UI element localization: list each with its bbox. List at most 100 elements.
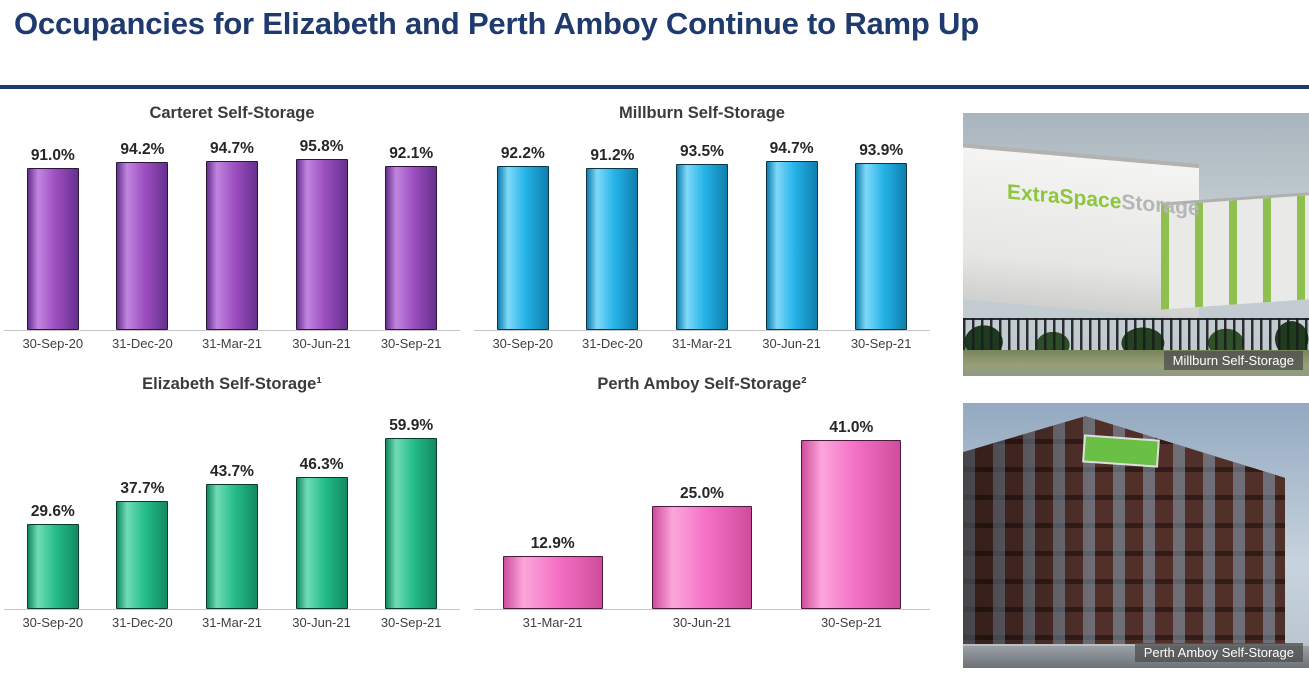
- bar-column: 95.8%: [277, 138, 367, 330]
- bar: [801, 440, 902, 609]
- bar-column: 94.2%: [98, 141, 188, 330]
- bar: [26, 524, 79, 609]
- bar-column: 93.5%: [657, 143, 747, 330]
- bar: [205, 161, 258, 330]
- bar-column: 37.7%: [98, 480, 188, 609]
- x-axis-label: 30-Sep-20: [22, 336, 84, 351]
- x-axis-label: 30-Sep-21: [380, 336, 442, 351]
- x-axis-label: 31-Mar-21: [672, 336, 732, 351]
- bar-column: 91.0%: [8, 147, 98, 330]
- bar-value-label: 25.0%: [680, 485, 724, 502]
- x-axis-label: 30-Sep-20: [492, 336, 554, 351]
- fence: [963, 318, 1309, 352]
- slide-title: Occupancies for Elizabeth and Perth Ambo…: [14, 6, 979, 41]
- bar-value-label: 94.2%: [120, 141, 165, 158]
- x-axis-label: 30-Sep-21: [820, 615, 882, 630]
- plot-area-elizabeth: 29.6% 37.7% 43.7% 46.3% 59.9%: [4, 396, 460, 610]
- x-axis-label: 30-Jun-21: [292, 336, 351, 351]
- x-axis-label: 30-Sep-20: [22, 615, 84, 630]
- bar: [586, 168, 639, 330]
- bar-value-label: 91.0%: [30, 147, 75, 164]
- bar: [385, 166, 438, 330]
- photos-column: ExtraSpaceStorage Millburn Self-Storage …: [963, 113, 1309, 668]
- title-divider: [0, 85, 1309, 89]
- bar: [295, 159, 348, 330]
- x-axis-labels-perth-amboy: 31-Mar-21 30-Jun-21 30-Sep-21: [474, 615, 930, 630]
- plot-area-millburn: 92.2% 91.2% 93.5% 94.7% 93.9%: [474, 125, 930, 331]
- bar-value-label: 43.7%: [210, 463, 254, 480]
- bar-value-label: 12.9%: [530, 535, 575, 552]
- x-axis-label: 30-Jun-21: [292, 615, 351, 630]
- x-axis-label: 30-Sep-21: [850, 336, 912, 351]
- perth-amboy-caption: Perth Amboy Self-Storage: [1134, 643, 1303, 662]
- x-axis-label: 31-Mar-21: [522, 615, 583, 630]
- bar-column: 92.1%: [366, 145, 456, 330]
- chart-title-carteret: Carteret Self-Storage: [149, 104, 315, 122]
- bar: [116, 501, 169, 609]
- bar: [502, 556, 603, 609]
- x-axis-labels-elizabeth: 30-Sep-20 31-Dec-20 31-Mar-21 30-Jun-21 30-S…: [4, 615, 460, 630]
- bar: [651, 506, 752, 609]
- x-axis-label: 31-Mar-21: [202, 615, 262, 630]
- x-axis-labels-carteret: 30-Sep-20 31-Dec-20 31-Mar-21 30-Jun-21 30-S…: [4, 336, 460, 351]
- bar: [855, 163, 908, 330]
- charts-grid: Carteret Self-Storage 91.0% 94.2% 94.7% 95.…: [4, 96, 954, 630]
- bar-value-label: 59.9%: [389, 417, 434, 434]
- x-axis-label: 31-Dec-20: [112, 615, 173, 630]
- plot-area-carteret: 91.0% 94.2% 94.7% 95.8% 92.1%: [4, 125, 460, 331]
- chart-title-elizabeth: Elizabeth Self-Storage¹: [142, 375, 322, 393]
- x-axis-label: 30-Sep-21: [380, 615, 442, 630]
- bar-value-label: 94.7%: [769, 140, 814, 157]
- bar-column: 43.7%: [187, 463, 277, 609]
- bar-column: 29.6%: [8, 503, 98, 609]
- extraspace-sign: [1084, 436, 1158, 466]
- bar-value-label: 92.2%: [500, 145, 545, 162]
- bar-column: 92.2%: [478, 145, 568, 330]
- bar-value-label: 94.7%: [210, 140, 254, 157]
- bar-column: 94.7%: [747, 140, 837, 330]
- bar-column: 91.2%: [568, 147, 658, 330]
- bar-value-label: 92.1%: [389, 145, 434, 162]
- bar-column: 93.9%: [836, 142, 926, 330]
- x-axis-labels-millburn: 30-Sep-20 31-Dec-20 31-Mar-21 30-Jun-21 30-S…: [474, 336, 930, 351]
- x-axis-label: 30-Jun-21: [672, 615, 732, 630]
- bar-value-label: 93.5%: [680, 143, 724, 160]
- bar: [385, 438, 438, 609]
- bar: [26, 168, 79, 330]
- x-axis-label: 30-Jun-21: [762, 336, 821, 351]
- bar-value-label: 91.2%: [590, 147, 635, 164]
- plot-area-perth-amboy: 12.9% 25.0% 41.0%: [474, 396, 930, 610]
- millburn-caption: Millburn Self-Storage: [1163, 351, 1303, 370]
- chart-perth-amboy: Perth Amboy Self-Storage² 12.9% 25.0% 41.0…: [474, 367, 930, 630]
- charts-row-bottom: Elizabeth Self-Storage¹ 29.6% 37.7% 43.7% 4…: [4, 367, 954, 630]
- x-axis-label: 31-Mar-21: [202, 336, 262, 351]
- bar-column: 46.3%: [277, 456, 367, 609]
- bar-column: 25.0%: [627, 485, 776, 609]
- x-axis-label: 31-Dec-20: [582, 336, 643, 351]
- chart-title-millburn: Millburn Self-Storage: [619, 104, 785, 122]
- bar-value-label: 29.6%: [30, 503, 75, 520]
- bar-value-label: 37.7%: [120, 480, 165, 497]
- chart-elizabeth: Elizabeth Self-Storage¹ 29.6% 37.7% 43.7% 4…: [4, 367, 460, 630]
- bar: [765, 161, 818, 330]
- bar: [675, 164, 728, 330]
- perth-amboy-photo: Perth Amboy Self-Storage: [963, 403, 1309, 668]
- bar-value-label: 95.8%: [299, 138, 344, 155]
- bar-column: 59.9%: [366, 417, 456, 609]
- bar: [295, 477, 348, 609]
- bar: [205, 484, 258, 609]
- x-axis-label: 31-Dec-20: [112, 336, 173, 351]
- bar-column: 41.0%: [777, 419, 926, 609]
- bar-value-label: 93.9%: [859, 142, 904, 159]
- bar: [116, 162, 169, 330]
- charts-row-top: Carteret Self-Storage 91.0% 94.2% 94.7% 95.…: [4, 96, 954, 351]
- bar-value-label: 41.0%: [829, 419, 874, 436]
- chart-title-perth-amboy: Perth Amboy Self-Storage²: [597, 375, 807, 393]
- bar-column: 94.7%: [187, 140, 277, 330]
- millburn-photo: ExtraSpaceStorage Millburn Self-Storage: [963, 113, 1309, 376]
- chart-carteret: Carteret Self-Storage 91.0% 94.2% 94.7% 95.…: [4, 96, 460, 351]
- bar-value-label: 46.3%: [299, 456, 344, 473]
- bar: [496, 166, 549, 330]
- bar-column: 12.9%: [478, 535, 627, 609]
- chart-millburn: Millburn Self-Storage 92.2% 91.2% 93.5% 94.…: [474, 96, 930, 351]
